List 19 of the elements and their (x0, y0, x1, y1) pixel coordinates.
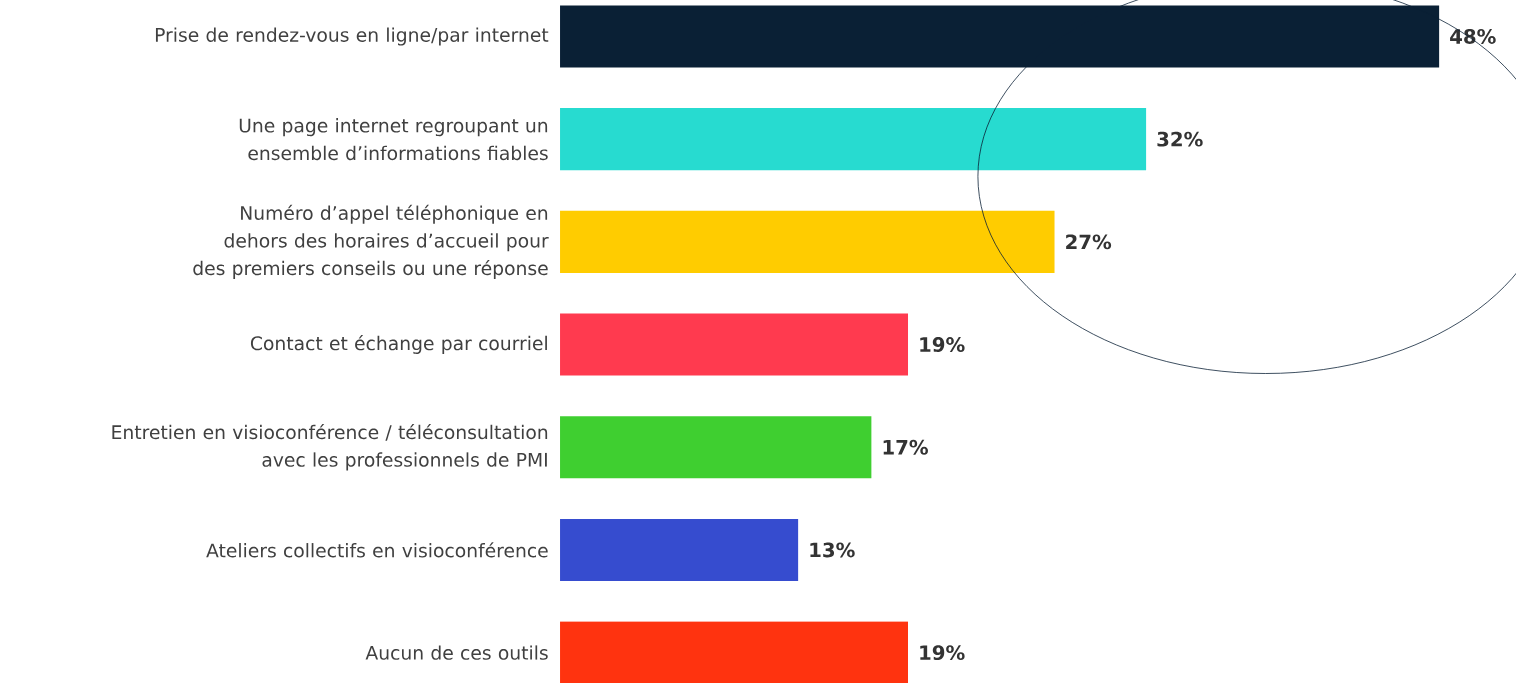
data-label: 17% (883, 439, 928, 455)
y-tick-label: Aucun de ces outils (365, 645, 548, 660)
bar (560, 621, 909, 683)
y-tick-label: Ateliers collectifs en visioconférence (206, 542, 548, 558)
data-label: 32% (1157, 131, 1203, 147)
y-tick-label: Une page internet regroupant un ensemble d’informations fiables (239, 118, 548, 161)
data-label: 27% (1066, 234, 1112, 250)
bar (560, 210, 1055, 273)
data-label: 13% (810, 542, 855, 558)
y-tick-label: Prise de rendez-vous en ligne/par internet (155, 27, 549, 46)
data-label: 19% (920, 645, 965, 661)
bar (560, 313, 909, 376)
data-label: 19% (920, 337, 965, 353)
bar (560, 108, 1147, 171)
bar (560, 518, 799, 581)
y-tick-label: Numéro d’appel téléphonique en dehors des horaires d’accueil pour des premiers conseils ou une réponse (193, 204, 549, 279)
y-tick-label: Contact et échange par courriel (250, 335, 547, 354)
bar (560, 416, 872, 479)
y-tick-label: Entretien en visioconférence / téléconsultation avec les professionnels de PMI (112, 424, 548, 471)
